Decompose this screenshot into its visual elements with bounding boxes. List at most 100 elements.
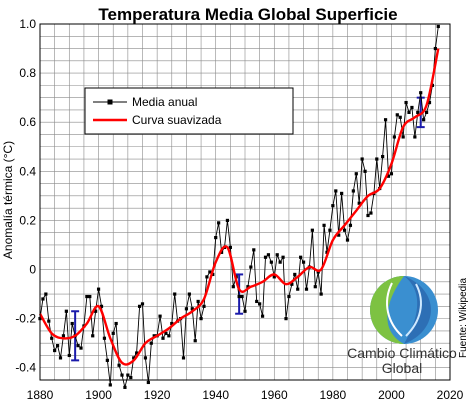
data-point-media-anual: [419, 91, 423, 95]
data-point-media-anual: [316, 270, 320, 274]
data-point-media-anual: [351, 189, 355, 193]
y-axis: -0.4 -0.2 0 0.2 0.4 0.6 0.8 1.0: [15, 17, 36, 375]
data-point-media-anual: [102, 336, 107, 340]
x-tick-label: 1900: [85, 388, 112, 402]
data-point-media-anual: [340, 191, 344, 196]
data-point-media-anual: [64, 309, 68, 313]
data-point-media-anual: [129, 375, 133, 380]
data-point-media-anual: [143, 356, 148, 360]
data-point-media-anual: [184, 307, 189, 311]
data-point-media-anual: [255, 299, 259, 304]
data-point-media-anual: [164, 331, 168, 335]
y-tick-label: 0.2: [19, 213, 36, 227]
data-point-media-anual: [360, 157, 364, 161]
data-point-media-anual: [53, 348, 57, 353]
data-point-media-anual: [310, 228, 314, 232]
data-point-media-anual: [334, 189, 338, 193]
y-tick-label: 0.8: [19, 66, 36, 80]
data-point-media-anual: [152, 334, 156, 338]
data-point-media-anual: [67, 353, 71, 358]
data-point-media-anual: [228, 245, 232, 250]
data-point-media-anual: [252, 248, 256, 252]
data-point-media-anual: [94, 309, 98, 313]
data-point-media-anual: [196, 299, 200, 304]
series-curva-suavizada: [38, 48, 440, 366]
y-tick-label: 0.6: [19, 115, 36, 129]
x-tick-label: 2020: [437, 388, 464, 402]
y-tick-label: -0.2: [15, 312, 36, 326]
data-point-media-anual: [249, 265, 253, 269]
data-point-media-anual: [50, 336, 54, 340]
data-point-media-anual: [269, 260, 273, 264]
data-point-media-anual: [287, 294, 291, 299]
data-point-media-anual: [284, 317, 288, 321]
data-point-media-anual: [76, 344, 80, 348]
y-tick-label: 0: [29, 263, 36, 277]
data-point-media-anual: [126, 373, 130, 377]
data-point-media-anual: [401, 135, 405, 139]
data-point-media-anual: [47, 319, 51, 323]
data-point-media-anual: [328, 228, 332, 232]
data-point-media-anual: [225, 218, 230, 223]
data-point-media-anual: [392, 135, 396, 139]
data-point-media-anual: [117, 363, 121, 367]
data-point-media-anual: [366, 213, 370, 218]
data-point-media-anual: [135, 351, 139, 355]
data-point-media-anual: [275, 253, 279, 257]
data-point-media-anual: [208, 270, 212, 274]
legend-box: [84, 87, 294, 135]
data-point-media-anual: [386, 174, 391, 178]
data-point-media-anual: [407, 110, 411, 114]
plot-frame: [39, 23, 451, 381]
data-point-media-anual: [137, 304, 142, 308]
data-point-media-anual: [85, 294, 89, 299]
x-tick-label: 1920: [144, 388, 171, 402]
x-tick-label: 1880: [27, 388, 54, 402]
data-point-media-anual: [319, 292, 323, 296]
logo-text-line2: Global: [382, 360, 422, 376]
data-point-media-anual: [173, 292, 177, 296]
data-point-media-anual: [193, 339, 197, 343]
data-point-media-anual: [331, 204, 335, 208]
data-point-media-anual: [70, 321, 74, 326]
data-point-media-anual: [161, 336, 165, 340]
data-point-media-anual: [395, 113, 399, 117]
data-point-media-anual: [187, 292, 191, 296]
data-point-media-anual: [260, 314, 265, 318]
data-point-media-anual: [337, 233, 341, 237]
data-point-media-anual: [214, 236, 218, 240]
data-point-media-anual: [96, 287, 101, 291]
y-tick-label: -0.4: [15, 361, 36, 375]
data-point-media-anual: [58, 356, 63, 360]
data-point-media-anual: [342, 228, 347, 232]
data-point-media-anual: [149, 341, 153, 345]
data-point-media-anual: [132, 356, 136, 360]
data-point-media-anual: [422, 118, 426, 122]
data-point-media-anual: [436, 24, 440, 29]
data-point-media-anual: [345, 238, 350, 242]
data-point-media-anual: [91, 334, 95, 338]
uncertainty-bar: [416, 96, 425, 129]
data-point-media-anual: [205, 275, 209, 279]
data-point-media-anual: [114, 321, 118, 326]
data-point-media-anual: [357, 201, 361, 205]
data-point-media-anual: [266, 253, 271, 257]
series-line-curva-suavizada: [38, 48, 440, 366]
data-point-media-anual: [381, 154, 385, 159]
x-tick-label: 1940: [202, 388, 229, 402]
data-point-media-anual: [404, 100, 408, 105]
data-point-media-anual: [120, 373, 124, 377]
data-point-media-anual: [299, 255, 303, 259]
data-point-media-anual: [44, 292, 48, 296]
data-point-media-anual: [190, 307, 194, 311]
data-point-media-anual: [108, 383, 112, 387]
data-point-media-anual: [202, 304, 206, 308]
data-point-media-anual: [348, 223, 353, 227]
chart-title: Temperatura Media Global Superficie: [98, 5, 397, 24]
data-point-media-anual: [383, 118, 388, 122]
data-point-media-anual: [41, 297, 45, 301]
data-point-media-anual: [363, 169, 367, 173]
data-point-media-anual: [290, 282, 294, 286]
data-point-media-anual: [123, 385, 127, 389]
data-point-media-anual: [199, 317, 203, 321]
